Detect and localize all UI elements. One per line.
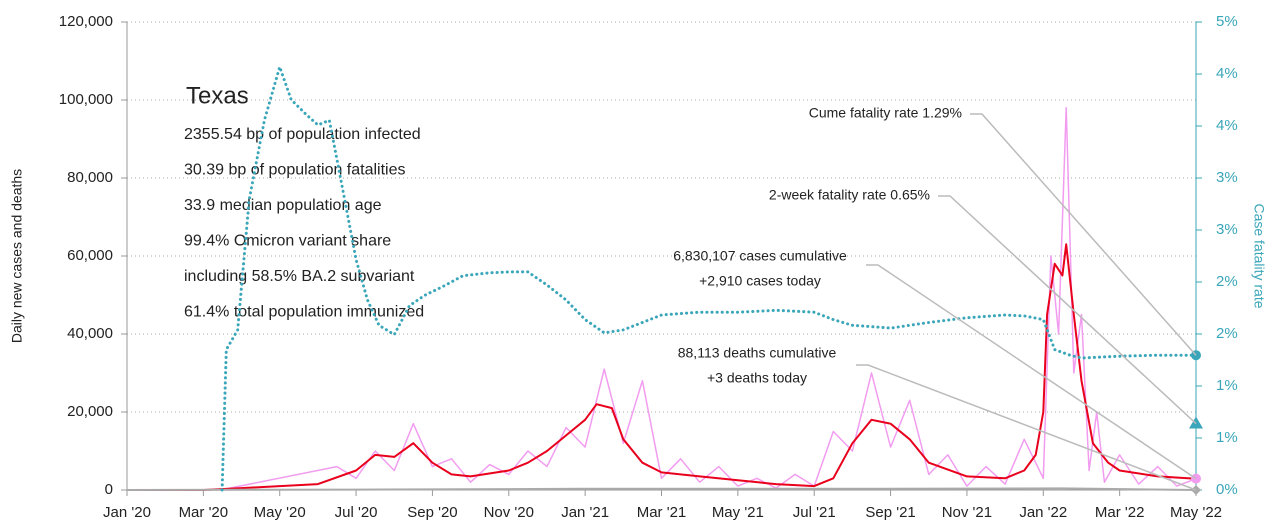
- info-line: 99.4% Omicron variant share: [184, 233, 391, 250]
- annotation-connector: [938, 195, 1197, 425]
- y2-tick-label: 2%: [1216, 325, 1238, 342]
- y2-tick-label: 3%: [1216, 169, 1238, 186]
- x-tick-label: Mar '21: [637, 504, 687, 521]
- y2-axis-label: Case fatality rate: [1251, 203, 1267, 308]
- y2-tick-label: 2%: [1216, 273, 1238, 290]
- x-tick-label: Jul '20: [335, 504, 378, 521]
- info-line: 61.4% total population immunized: [184, 304, 424, 321]
- annotation-connector: [856, 364, 1197, 491]
- x-tick-label: Mar '20: [179, 504, 229, 521]
- y2-tick-label: 3%: [1216, 221, 1238, 238]
- info-line: 33.9 median population age: [184, 197, 382, 214]
- x-tick-label: Nov '20: [484, 504, 534, 521]
- x-tick-label: Mar '22: [1095, 504, 1145, 521]
- series-line: [220, 65, 1198, 492]
- y-tick-label: 60,000: [67, 247, 113, 264]
- annotation: Cume fatality rate 1.29%: [809, 105, 962, 121]
- annotation: 6,830,107 cases cumulative: [673, 248, 847, 264]
- x-tick-label: Sep '20: [407, 504, 457, 521]
- x-tick-label: May '22: [1170, 504, 1222, 521]
- series-line: [126, 107, 1197, 491]
- y-tick-label: 20,000: [67, 403, 113, 420]
- y-tick-label: 100,000: [59, 91, 113, 108]
- info-line: 30.39 bp of population fatalities: [184, 162, 406, 179]
- chart-title: Texas: [186, 82, 249, 109]
- series-line: [126, 487, 1197, 491]
- annotation: 88,113 deaths cumulative: [678, 345, 837, 361]
- x-tick-label: Jan '22: [1019, 504, 1067, 521]
- y-tick-label: 40,000: [67, 325, 113, 342]
- y2-tick-label: 1%: [1216, 429, 1238, 446]
- annotation: 2-week fatality rate 0.65%: [769, 187, 930, 203]
- annotation: +3 deaths today: [707, 370, 807, 386]
- y-tick-label: 80,000: [67, 169, 113, 186]
- series-line: [127, 243, 1197, 491]
- annotation: +2,910 cases today: [699, 273, 821, 289]
- y2-tick-label: 5%: [1216, 13, 1238, 30]
- x-tick-label: Jan '20: [103, 504, 151, 521]
- x-tick-label: Jul '21: [793, 504, 836, 521]
- annotation-connector: [970, 113, 1197, 356]
- y2-tick-label: 4%: [1216, 117, 1238, 134]
- x-tick-label: Nov '21: [942, 504, 992, 521]
- x-tick-label: May '21: [712, 504, 764, 521]
- x-tick-label: May '20: [254, 504, 306, 521]
- annotation-connector: [866, 264, 1197, 480]
- y-tick-label: 120,000: [59, 13, 113, 30]
- y2-tick-label: 4%: [1216, 65, 1238, 82]
- info-line: 2355.54 bp of population infected: [184, 126, 421, 143]
- x-tick-label: Sep '21: [865, 504, 915, 521]
- x-tick-label: Jan '21: [561, 504, 609, 521]
- y-axis-label: Daily new cases and deaths: [9, 169, 25, 343]
- y-tick-label: 0: [105, 481, 113, 498]
- y2-tick-label: 0%: [1216, 481, 1238, 498]
- info-line: including 58.5% BA.2 subvariant: [184, 268, 415, 285]
- y2-tick-label: 1%: [1216, 377, 1238, 394]
